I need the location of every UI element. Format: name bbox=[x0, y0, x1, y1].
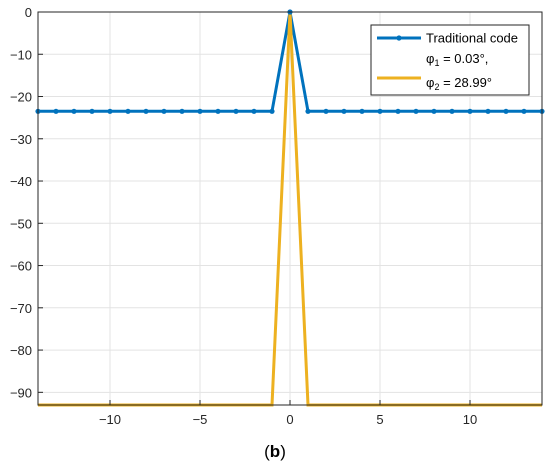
data-point-traditional-code bbox=[431, 108, 437, 114]
y-tick-label: −40 bbox=[10, 174, 32, 189]
legend-marker-traditional-code bbox=[396, 35, 402, 41]
y-tick-label: −30 bbox=[10, 132, 32, 147]
x-tick-label: 0 bbox=[286, 412, 293, 427]
x-tick-label: 5 bbox=[376, 412, 383, 427]
figure-caption: (b) bbox=[264, 442, 286, 461]
y-tick-label: −50 bbox=[10, 216, 32, 231]
data-point-traditional-code bbox=[107, 108, 113, 114]
data-point-traditional-code bbox=[359, 108, 365, 114]
data-point-traditional-code bbox=[215, 108, 221, 114]
data-point-traditional-code bbox=[467, 108, 473, 114]
y-tick-label: 0 bbox=[25, 5, 32, 20]
data-point-traditional-code bbox=[395, 108, 401, 114]
data-point-traditional-code bbox=[521, 108, 527, 114]
data-point-traditional-code bbox=[377, 108, 383, 114]
legend-label-phi-2: φ2 = 28.99° bbox=[426, 75, 492, 92]
y-tick-label: −60 bbox=[10, 259, 32, 274]
axes-box bbox=[37, 11, 543, 406]
y-tick-label: −80 bbox=[10, 343, 32, 358]
data-point-traditional-code bbox=[305, 108, 311, 114]
y-tick-label: −70 bbox=[10, 301, 32, 316]
data-point-traditional-code bbox=[413, 108, 419, 114]
data-point-traditional-code bbox=[71, 108, 77, 114]
y-tick-label: −20 bbox=[10, 90, 32, 105]
data-point-traditional-code bbox=[269, 108, 275, 114]
x-tick-label: −10 bbox=[99, 412, 121, 427]
data-point-traditional-code bbox=[233, 108, 239, 114]
data-point-traditional-code bbox=[503, 108, 509, 114]
y-tick-label: −10 bbox=[10, 47, 32, 62]
data-point-traditional-code bbox=[485, 108, 491, 114]
x-tick-label: −5 bbox=[193, 412, 208, 427]
data-point-traditional-code bbox=[341, 108, 347, 114]
data-point-traditional-code bbox=[143, 108, 149, 114]
legend-label-phi-1: φ1 = 0.03°, bbox=[426, 51, 488, 68]
x-tick-label: 10 bbox=[463, 412, 477, 427]
data-point-traditional-code bbox=[251, 108, 257, 114]
data-point-traditional-code bbox=[179, 108, 185, 114]
data-point-traditional-code bbox=[125, 108, 131, 114]
tick-labels: −10 −5 0 5 100−10−20−30−40−50−60−70−80−90 bbox=[10, 5, 477, 427]
data-point-traditional-code bbox=[197, 108, 203, 114]
data-point-traditional-code bbox=[323, 108, 329, 114]
legend-label-traditional-code: Traditional code bbox=[426, 31, 518, 46]
data-point-traditional-code bbox=[89, 108, 95, 114]
y-tick-label: −90 bbox=[10, 385, 32, 400]
legend: Traditional code φ1 = 0.03°, φ2 = 28.99° bbox=[370, 24, 530, 96]
data-point-traditional-code bbox=[53, 108, 59, 114]
data-point-traditional-code bbox=[449, 108, 455, 114]
data-point-traditional-code bbox=[161, 108, 167, 114]
caption-letter: b bbox=[270, 442, 280, 461]
